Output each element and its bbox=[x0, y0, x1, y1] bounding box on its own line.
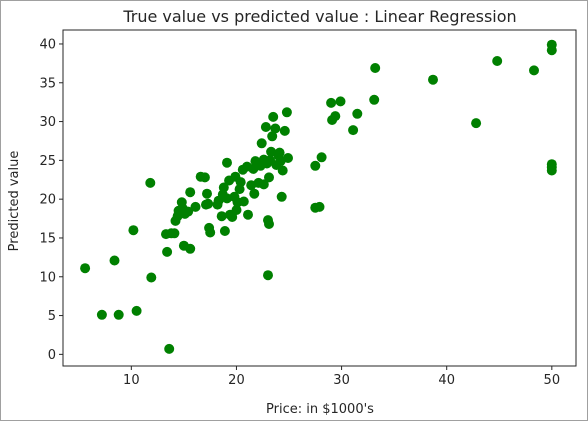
data-point bbox=[190, 201, 201, 212]
data-point bbox=[205, 227, 216, 238]
data-point bbox=[222, 157, 232, 168]
x-tick-label: 50 bbox=[544, 373, 561, 388]
data-point bbox=[218, 182, 229, 193]
data-point bbox=[202, 188, 212, 199]
x-tick-label: 40 bbox=[438, 373, 455, 388]
y-tick-label: 25 bbox=[39, 154, 56, 169]
data-point bbox=[263, 270, 273, 281]
data-point bbox=[80, 263, 91, 274]
y-tick-label: 20 bbox=[39, 193, 56, 208]
axes-layer: 10 20 30 40 50 0 5 10 15 20 25 30 35 40 bbox=[39, 29, 577, 388]
y-axis-label: Predicted value bbox=[7, 151, 22, 252]
data-point bbox=[131, 305, 142, 316]
data-point bbox=[276, 191, 287, 202]
y-tick-label: 30 bbox=[39, 115, 56, 130]
data-point bbox=[199, 172, 210, 183]
data-point bbox=[314, 201, 325, 212]
data-point bbox=[348, 125, 359, 136]
y-tick-label: 35 bbox=[39, 76, 56, 91]
data-point bbox=[146, 272, 157, 283]
data-point bbox=[546, 165, 557, 176]
data-point bbox=[268, 111, 279, 122]
x-tick-label: 10 bbox=[123, 373, 140, 388]
data-point bbox=[113, 309, 124, 320]
data-point bbox=[428, 74, 438, 85]
data-point bbox=[277, 165, 288, 176]
data-point bbox=[258, 179, 269, 190]
data-point bbox=[330, 111, 341, 122]
data-point bbox=[264, 172, 274, 183]
data-point bbox=[145, 177, 156, 188]
data-point bbox=[128, 225, 139, 236]
data-point bbox=[274, 147, 285, 158]
points-layer bbox=[80, 39, 557, 354]
y-tick-label: 15 bbox=[39, 231, 56, 246]
x-tick-label: 20 bbox=[228, 373, 245, 388]
data-point bbox=[185, 187, 196, 198]
chart-title: True value vs predicted value : Linear R… bbox=[122, 7, 516, 26]
data-point bbox=[492, 56, 503, 66]
data-point bbox=[471, 118, 482, 129]
data-point bbox=[369, 94, 380, 105]
data-point bbox=[529, 65, 539, 76]
data-point bbox=[243, 209, 253, 220]
y-tick-label: 5 bbox=[48, 309, 56, 324]
y-tick-label: 0 bbox=[48, 348, 56, 363]
y-tick-label: 40 bbox=[39, 37, 56, 52]
data-point bbox=[326, 97, 337, 108]
data-point bbox=[270, 123, 281, 134]
x-axis-label: Price: in $1000's bbox=[266, 402, 374, 417]
data-point bbox=[96, 309, 107, 320]
data-point bbox=[266, 146, 277, 157]
data-point bbox=[335, 96, 346, 107]
data-point bbox=[279, 125, 290, 136]
data-point bbox=[219, 226, 230, 236]
data-point bbox=[185, 243, 196, 254]
data-point bbox=[310, 160, 321, 171]
data-point bbox=[267, 131, 278, 142]
data-point bbox=[281, 107, 292, 118]
plot-area-border bbox=[62, 29, 577, 367]
data-point bbox=[162, 246, 173, 257]
data-point bbox=[231, 205, 242, 215]
data-point bbox=[256, 138, 267, 149]
data-point bbox=[169, 228, 180, 239]
x-tick-label: 30 bbox=[333, 373, 350, 388]
data-point bbox=[235, 177, 246, 188]
data-point bbox=[546, 45, 557, 56]
data-point bbox=[370, 63, 381, 73]
data-point bbox=[238, 196, 249, 207]
data-point bbox=[203, 198, 214, 209]
data-point bbox=[109, 255, 120, 266]
data-point bbox=[164, 343, 175, 354]
data-point bbox=[260, 122, 271, 132]
data-point bbox=[216, 211, 227, 222]
y-tick-label: 10 bbox=[39, 270, 56, 285]
data-point bbox=[283, 153, 293, 163]
data-point bbox=[183, 206, 194, 217]
data-point bbox=[249, 188, 260, 199]
data-point bbox=[316, 152, 327, 163]
data-point bbox=[352, 108, 363, 119]
data-point bbox=[264, 219, 274, 229]
